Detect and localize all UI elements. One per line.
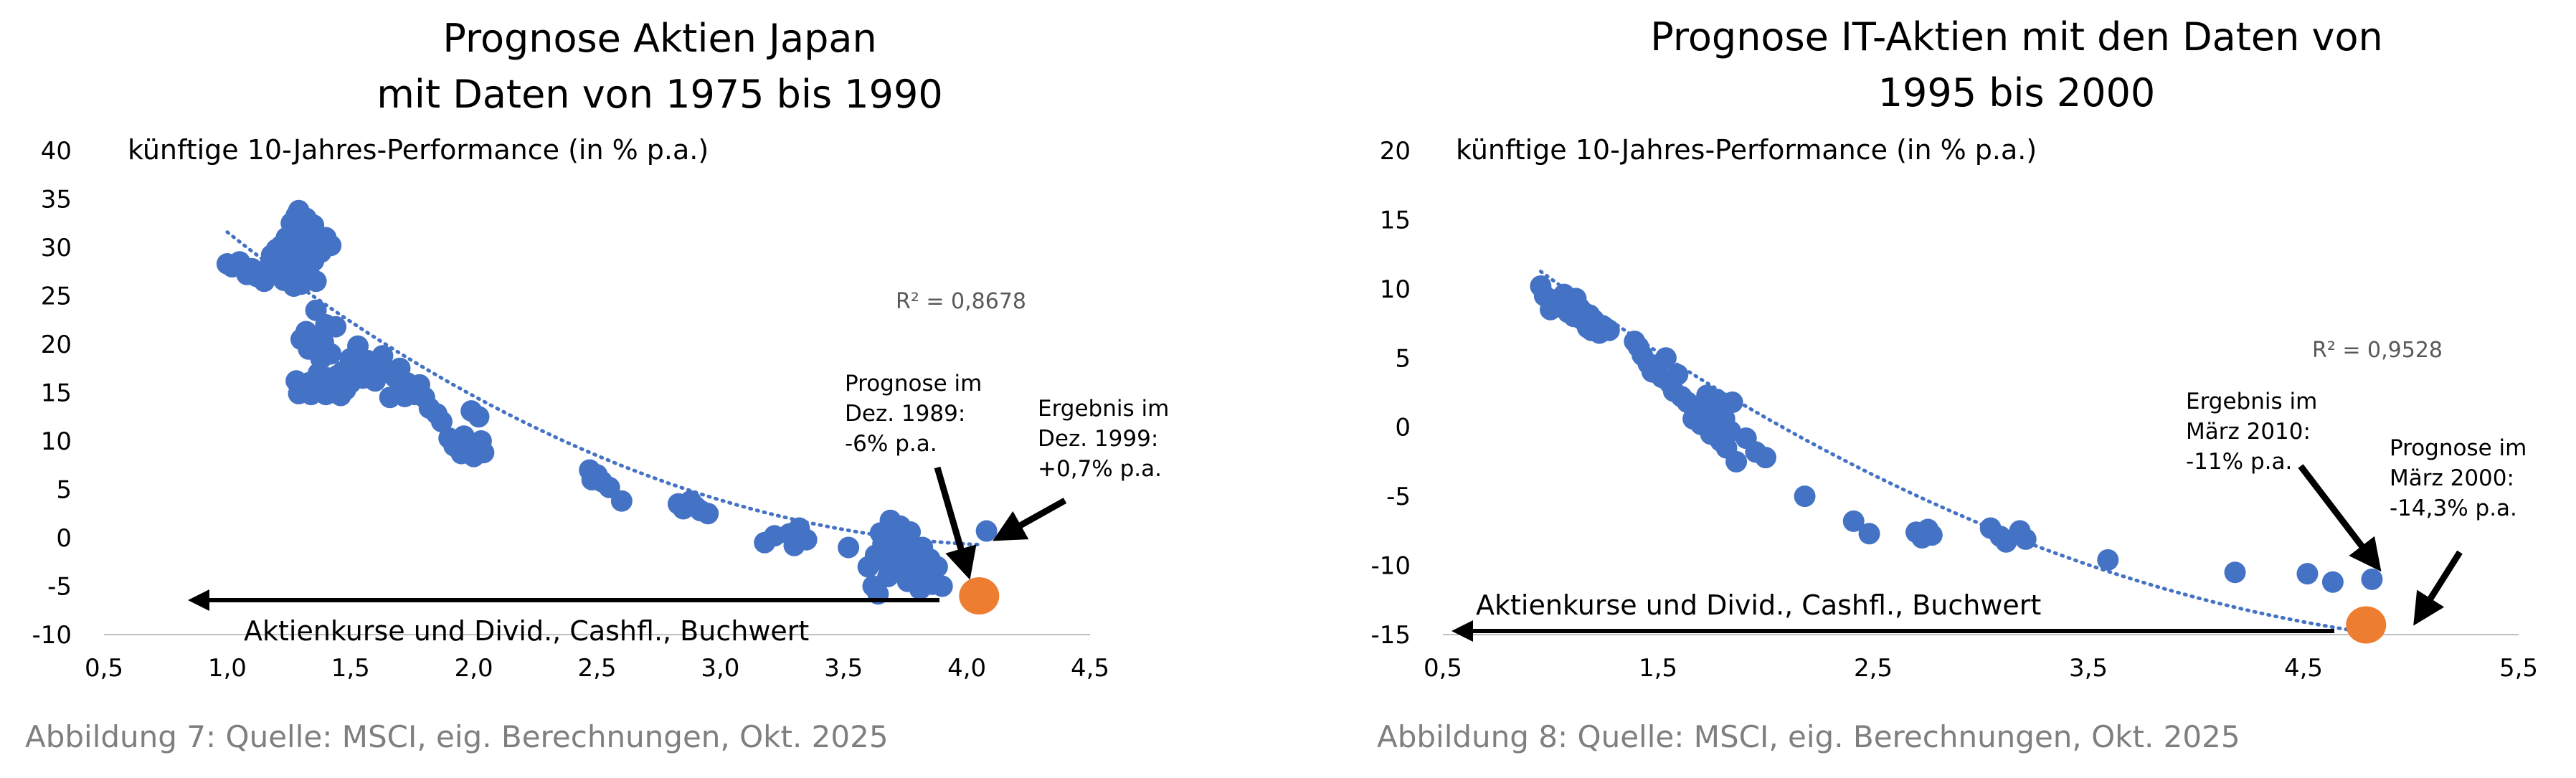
y-tick-label: 5 bbox=[56, 476, 72, 505]
data-point bbox=[926, 556, 948, 578]
data-point bbox=[1794, 485, 1816, 508]
annotation-text: -6% p.a. bbox=[845, 431, 937, 457]
data-point bbox=[1755, 447, 1776, 469]
annotation-text: Ergebnis im bbox=[1038, 396, 1169, 422]
data-point bbox=[473, 442, 495, 464]
data-point bbox=[931, 575, 953, 597]
annotation-text: März 2010: bbox=[2186, 419, 2311, 445]
y-tick-label: 30 bbox=[41, 234, 72, 262]
forecast-point bbox=[959, 577, 1000, 615]
data-point bbox=[1667, 364, 1689, 386]
data-point bbox=[2296, 563, 2319, 585]
y-tick-label: 0 bbox=[56, 524, 72, 553]
data-point bbox=[2097, 549, 2119, 571]
annotation-text: Ergebnis im bbox=[2186, 389, 2317, 414]
data-point bbox=[697, 503, 719, 525]
data-point bbox=[1598, 319, 1620, 341]
y-tick-label: -10 bbox=[32, 621, 72, 650]
x-tick-label: 1,5 bbox=[1639, 654, 1677, 683]
trendline bbox=[225, 230, 981, 546]
x-tick-label: 1,0 bbox=[208, 654, 247, 683]
data-point bbox=[430, 411, 453, 432]
annotation-text: -14,3% p.a. bbox=[2390, 495, 2517, 521]
annotation-arrow bbox=[2413, 550, 2463, 626]
y-tick-label: 20 bbox=[1380, 137, 1411, 166]
x-tick-label: 3,5 bbox=[824, 654, 863, 683]
annotation-text: Dez. 1989: bbox=[845, 401, 965, 427]
y-tick-label: -10 bbox=[1370, 552, 1411, 581]
data-point bbox=[1858, 523, 1880, 545]
trendline bbox=[1538, 270, 2368, 635]
y-tick-label: -5 bbox=[47, 573, 72, 602]
x-tick-label: 0,5 bbox=[85, 654, 123, 683]
price-arrow-label: Aktienkurse und Divid., Cashfl., Buchwer… bbox=[1476, 589, 2041, 621]
y-tick-label: 15 bbox=[1380, 206, 1411, 234]
annotation-arrow bbox=[2298, 464, 2382, 572]
y-axis-label: künftige 10-Jahres-Performance (in % p.a… bbox=[128, 134, 709, 166]
y-tick-label: 20 bbox=[41, 331, 72, 359]
x-tick-label: 1,5 bbox=[331, 654, 370, 683]
data-point bbox=[795, 528, 818, 551]
y-tick-label: 15 bbox=[41, 379, 72, 408]
chart-it-stocks: Prognose IT-Aktien mit den Daten von 1995… bbox=[1370, 14, 2538, 683]
y-axis-label: künftige 10-Jahres-Performance (in % p.a… bbox=[1456, 134, 2037, 166]
annotation-arrow bbox=[934, 466, 977, 580]
chart-title-line-1: Prognose Aktien Japan bbox=[442, 16, 876, 61]
x-tick-label: 2,5 bbox=[577, 654, 616, 683]
data-point bbox=[320, 343, 342, 365]
y-tick-label: 10 bbox=[41, 427, 72, 456]
data-point bbox=[610, 490, 633, 512]
y-tick-label: 10 bbox=[1380, 275, 1411, 304]
chart-japan: Prognose Aktien Japan mit Daten von 1975 … bbox=[32, 16, 1169, 683]
data-point bbox=[320, 234, 342, 257]
x-tick-label: 4,5 bbox=[2284, 654, 2323, 683]
y-tick-label: -15 bbox=[1370, 621, 1411, 650]
chart-title-line-2: mit Daten von 1975 bis 1990 bbox=[377, 72, 942, 117]
data-point bbox=[325, 316, 347, 338]
forecast-point bbox=[2346, 606, 2387, 644]
price-arrow-label: Aktienkurse und Divid., Cashfl., Buchwer… bbox=[244, 615, 809, 647]
x-tick-label: 4,5 bbox=[1071, 654, 1109, 683]
r-squared-label: R² = 0,8678 bbox=[896, 289, 1026, 314]
data-point bbox=[468, 406, 490, 428]
x-tick-label: 4,0 bbox=[947, 654, 986, 683]
annotation-arrow bbox=[993, 498, 1067, 541]
x-tick-label: 2,5 bbox=[1854, 654, 1893, 683]
y-tick-label: 0 bbox=[1395, 414, 1411, 442]
y-tick-label: 25 bbox=[41, 283, 72, 311]
x-tick-label: 3,5 bbox=[2069, 654, 2108, 683]
data-point bbox=[1921, 524, 1943, 546]
annotation-text: Prognose im bbox=[845, 371, 982, 397]
chart-title-line-1: Prognose IT-Aktien mit den Daten von bbox=[1650, 14, 2383, 60]
y-tick-label: -5 bbox=[1386, 483, 1411, 511]
y-tick-label: 35 bbox=[41, 186, 72, 214]
data-point bbox=[283, 275, 305, 297]
y-tick-label: 40 bbox=[41, 137, 72, 166]
data-point bbox=[975, 520, 998, 542]
annotation-text: +0,7% p.a. bbox=[1038, 456, 1162, 482]
data-point bbox=[1842, 510, 1865, 532]
caption-abbildung-7: Abbildung 7: Quelle: MSCI, eig. Berechnu… bbox=[25, 719, 889, 754]
data-point bbox=[838, 536, 860, 559]
data-point bbox=[2361, 568, 2383, 590]
annotation-text: März 2000: bbox=[2390, 465, 2514, 491]
caption-abbildung-8: Abbildung 8: Quelle: MSCI, eig. Berechnu… bbox=[1377, 719, 2240, 754]
data-point bbox=[1725, 450, 1748, 473]
chart-title-line-2: 1995 bis 2000 bbox=[1878, 70, 2156, 115]
data-point bbox=[2014, 528, 2037, 550]
annotation-text: -11% p.a. bbox=[2186, 449, 2292, 475]
data-point bbox=[2321, 571, 2344, 593]
x-tick-label: 2,0 bbox=[455, 654, 493, 683]
x-tick-label: 0,5 bbox=[1424, 654, 1462, 683]
data-point bbox=[2224, 561, 2246, 584]
r-squared-label: R² = 0,9528 bbox=[2312, 338, 2443, 363]
x-tick-label: 3,0 bbox=[701, 654, 739, 683]
y-tick-label: 5 bbox=[1395, 344, 1411, 373]
annotation-text: Dez. 1999: bbox=[1038, 426, 1158, 452]
annotation-text: Prognose im bbox=[2390, 435, 2527, 461]
x-tick-label: 5,5 bbox=[2499, 654, 2538, 683]
